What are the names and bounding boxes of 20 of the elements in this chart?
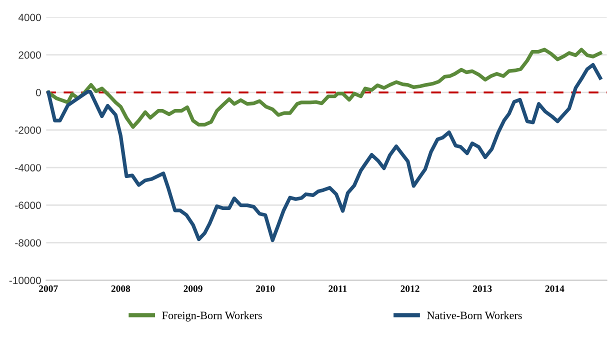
legend-label: Foreign-Born Workers [162,311,262,322]
y-tick-label: 0 [36,88,41,96]
y-tick-label: -4000 [15,164,41,172]
y-tick-label: 4000 [18,14,41,22]
legend-label: Native-Born Workers [427,311,522,320]
x-tick-label: 2014 [545,285,564,292]
x-tick-label: 2007 [39,285,58,292]
y-tick-label: -2000 [15,126,41,134]
x-tick-label: 2009 [184,285,202,292]
line-series [46,63,602,242]
y-tick-label: -10000 [9,276,41,284]
x-tick-label: 2008 [111,285,130,292]
x-tick-label: 2013 [473,285,492,292]
x-tick-label: 2010 [256,285,275,292]
y-tick-label: 2000 [18,51,41,59]
y-tick-label: -6000 [15,202,41,210]
y-tick-label: -8000 [15,239,41,247]
line-series [46,48,602,129]
x-tick-label: 2012 [400,285,420,292]
x-tick-label: 2011 [328,285,347,292]
